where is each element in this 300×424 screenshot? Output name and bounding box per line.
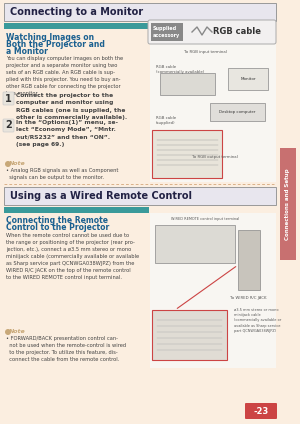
Text: 2: 2 bbox=[5, 120, 12, 131]
Circle shape bbox=[5, 161, 11, 167]
Text: When the remote control cannot be used due to
the range or positioning of the pr: When the remote control cannot be used d… bbox=[6, 233, 139, 280]
FancyBboxPatch shape bbox=[151, 23, 183, 41]
Text: • Analog RGB signals as well as Component
  signals can be output to the monitor: • Analog RGB signals as well as Componen… bbox=[6, 168, 118, 180]
FancyBboxPatch shape bbox=[4, 187, 276, 205]
Bar bbox=[280, 148, 296, 260]
Text: Both the Projector and: Both the Projector and bbox=[6, 40, 105, 49]
Text: WIRED REMOTE control input terminal: WIRED REMOTE control input terminal bbox=[171, 217, 239, 221]
Bar bbox=[278, 0, 300, 424]
Text: Control to the Projector: Control to the Projector bbox=[6, 223, 109, 232]
Bar bbox=[150, 213, 276, 368]
Text: To WIRED R/C JACK: To WIRED R/C JACK bbox=[230, 296, 266, 300]
Bar bbox=[160, 73, 215, 95]
FancyBboxPatch shape bbox=[228, 68, 268, 90]
FancyBboxPatch shape bbox=[210, 103, 265, 121]
FancyBboxPatch shape bbox=[148, 20, 276, 44]
Circle shape bbox=[5, 329, 11, 335]
Text: RGB cable
(commercially available): RGB cable (commercially available) bbox=[156, 65, 204, 74]
Text: ø3.5 mm stereo or mono
miniijack cable
(commercially available or
available as S: ø3.5 mm stereo or mono miniijack cable (… bbox=[234, 308, 281, 333]
Text: • FORWARD/BACK presentation control can-
  not be used when the remote-control i: • FORWARD/BACK presentation control can-… bbox=[6, 336, 126, 362]
Bar bbox=[4, 207, 149, 213]
FancyBboxPatch shape bbox=[3, 92, 14, 105]
Text: Watching Images on: Watching Images on bbox=[6, 33, 94, 42]
Text: Connect the projector to the
computer and monitor using
RGB cables (one is suppl: Connect the projector to the computer an… bbox=[16, 93, 127, 120]
Bar bbox=[155, 225, 235, 263]
Text: To RGB output terminal: To RGB output terminal bbox=[192, 155, 238, 159]
Bar bbox=[238, 230, 260, 290]
FancyBboxPatch shape bbox=[3, 119, 14, 132]
Text: Note: Note bbox=[9, 329, 26, 334]
Text: In the “Options(1)” menu, se-
lect “Economy Mode”, “Mntr.
out/RS232” and then “O: In the “Options(1)” menu, se- lect “Econ… bbox=[16, 120, 118, 147]
Text: You can display computer images on both the
projector and a separate monitor usi: You can display computer images on both … bbox=[6, 56, 123, 96]
Text: 1: 1 bbox=[5, 94, 12, 103]
Text: Monitor: Monitor bbox=[240, 77, 256, 81]
FancyBboxPatch shape bbox=[245, 403, 277, 419]
Text: a Monitor: a Monitor bbox=[6, 47, 48, 56]
Text: To RGB input terminal: To RGB input terminal bbox=[184, 50, 226, 54]
Bar bbox=[152, 130, 222, 178]
Bar bbox=[152, 310, 227, 360]
Bar bbox=[4, 23, 149, 29]
Text: Desktop computer: Desktop computer bbox=[219, 110, 255, 114]
Text: -23: -23 bbox=[254, 407, 268, 416]
Text: Connections and Setup: Connections and Setup bbox=[286, 168, 290, 240]
FancyBboxPatch shape bbox=[4, 3, 276, 21]
Text: Connecting to a Monitor: Connecting to a Monitor bbox=[10, 7, 143, 17]
Text: RGB cable: RGB cable bbox=[213, 28, 261, 36]
Text: Using as a Wired Remote Control: Using as a Wired Remote Control bbox=[10, 191, 192, 201]
Text: Connecting the Remote: Connecting the Remote bbox=[6, 216, 108, 225]
Text: RGB cable
(supplied): RGB cable (supplied) bbox=[156, 116, 176, 125]
Text: Supplied
accessory: Supplied accessory bbox=[153, 26, 180, 38]
Text: Note: Note bbox=[9, 161, 26, 166]
Bar bbox=[150, 30, 276, 182]
